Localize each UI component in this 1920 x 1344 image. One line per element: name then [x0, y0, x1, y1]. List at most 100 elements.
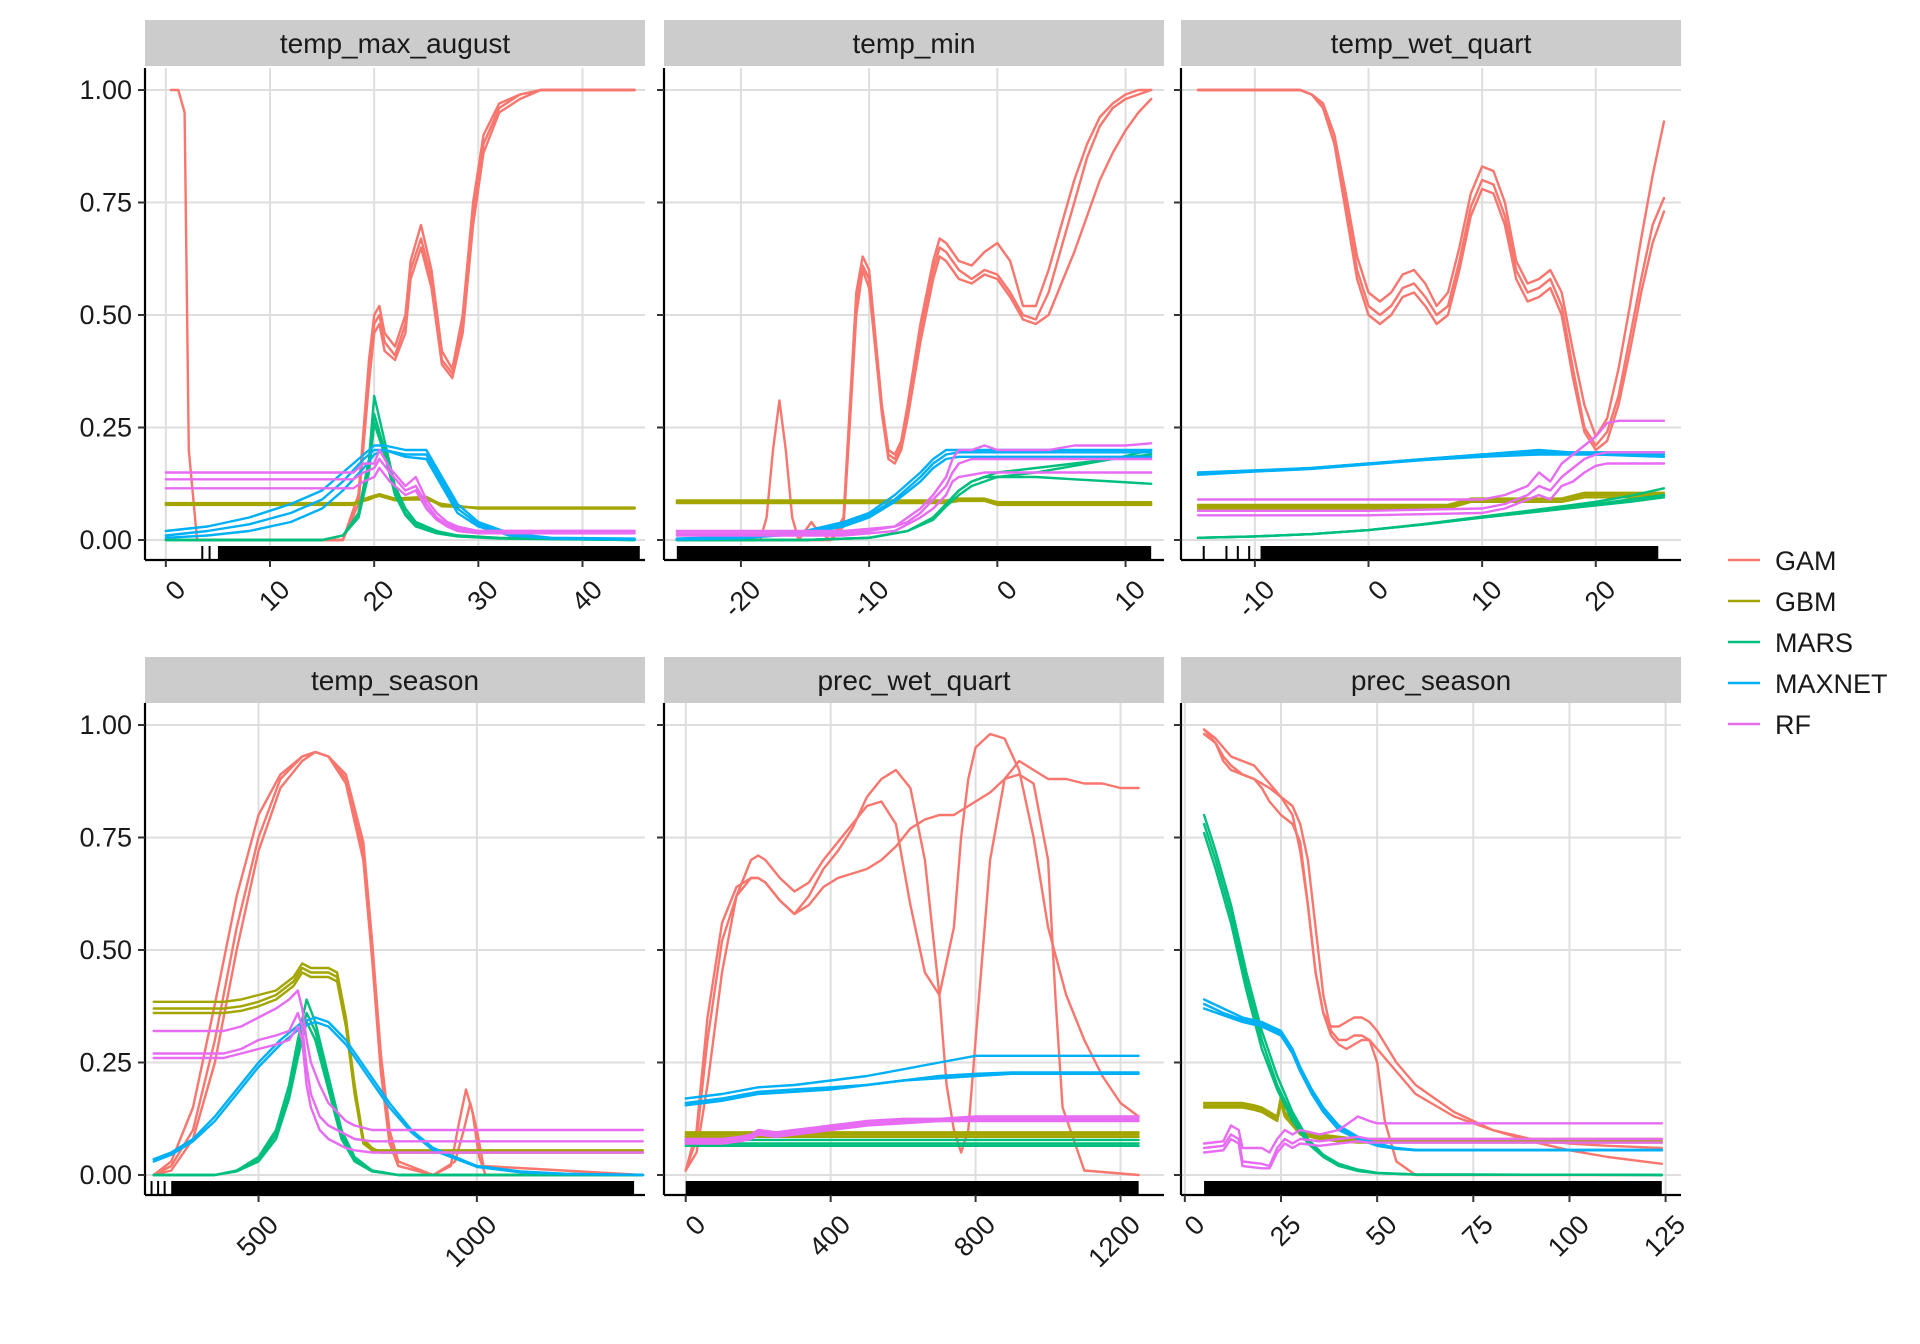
series-line-rf — [152, 1011, 644, 1143]
series-line-mars — [1196, 487, 1666, 539]
legend-item-gam: GAM — [1728, 546, 1837, 576]
y-tick-label: 0.75 — [79, 823, 132, 853]
series-lines — [684, 732, 1140, 1177]
series-line-rf — [1196, 419, 1666, 501]
series-line-maxnet — [152, 1020, 644, 1177]
series-line-rf — [1196, 462, 1666, 517]
series-line-gam — [684, 732, 1140, 1172]
series-line-maxnet — [164, 444, 636, 540]
rug-marks — [150, 1181, 635, 1195]
series-lines — [1202, 728, 1664, 1177]
series-line-rf — [152, 989, 644, 1132]
y-tick-label: 0.00 — [79, 1160, 132, 1190]
facet-strip — [145, 20, 645, 66]
series-line-maxnet — [1202, 1002, 1664, 1152]
series-lines — [1196, 88, 1666, 539]
series-line-maxnet — [684, 1054, 1140, 1100]
facet-strip — [1181, 657, 1681, 703]
series-line-gbm — [675, 499, 1153, 507]
y-tick-label: 0.25 — [79, 1048, 132, 1078]
facet-strip-label: temp_max_august — [280, 28, 511, 59]
facet-strip — [145, 657, 645, 703]
series-line-gam — [152, 750, 644, 1177]
legend-label: GBM — [1775, 587, 1837, 617]
series-line-rf — [1202, 1133, 1664, 1168]
series-line-gam — [684, 759, 1140, 1172]
gridlines — [1181, 68, 1681, 560]
series-line-rf — [675, 457, 1153, 535]
series-line-gam — [195, 88, 636, 542]
series-line-gbm — [164, 492, 636, 510]
series-line-mars — [675, 448, 1153, 542]
legend-item-mars: MARS — [1728, 628, 1853, 658]
legend-label: RF — [1775, 710, 1811, 740]
series-line-rf — [684, 1117, 1140, 1143]
y-tick-label: 0.75 — [79, 188, 132, 218]
legend-item-gbm: GBM — [1728, 587, 1837, 617]
series-line-gbm — [152, 971, 644, 1152]
facet-strip-label: prec_wet_quart — [817, 665, 1010, 696]
facet-strip-label: prec_season — [1351, 665, 1511, 696]
rug-band — [1260, 546, 1659, 560]
series-line-rf — [1202, 1137, 1664, 1170]
y-tick-label: 0.25 — [79, 413, 132, 443]
series-line-gbm — [675, 497, 1153, 504]
rug-band — [1204, 1181, 1662, 1195]
y-tick-label: 1.00 — [79, 710, 132, 740]
series-line-rf — [1202, 1115, 1664, 1154]
series-line-gam — [1196, 88, 1666, 438]
series-line-maxnet — [164, 448, 636, 541]
rug-marks — [676, 546, 1152, 560]
y-tick-label: 0.00 — [79, 525, 132, 555]
series-line-mars — [152, 1020, 644, 1177]
legend: GAM GBM MARS MAXNET RF — [1728, 546, 1888, 740]
series-line-rf — [675, 471, 1153, 537]
facet-strip — [664, 20, 1164, 66]
gridlines — [664, 703, 1164, 1195]
legend-label: GAM — [1775, 546, 1837, 576]
y-tick-label: 0.50 — [79, 300, 132, 330]
series-line-mars — [1202, 831, 1664, 1177]
legend-item-maxnet: MAXNET — [1728, 669, 1888, 699]
series-line-gam — [1196, 88, 1666, 452]
rug-marks — [1204, 1181, 1662, 1195]
facet-strip-label: temp_season — [311, 665, 479, 696]
facet-strip-label: temp_wet_quart — [1331, 28, 1532, 59]
series-line-gam — [1196, 88, 1666, 447]
series-line-gam — [152, 750, 644, 1177]
y-tick-label: 1.00 — [79, 75, 132, 105]
series-line-rf — [164, 457, 636, 533]
series-line-gam — [1202, 728, 1664, 1177]
rug-marks — [201, 546, 640, 560]
legend-label: MARS — [1775, 628, 1853, 658]
y-tick-label: 0.50 — [79, 935, 132, 965]
rug-band — [676, 546, 1152, 560]
rug-marks — [1202, 546, 1659, 560]
series-line-rf — [684, 1115, 1140, 1141]
series-line-maxnet — [684, 1072, 1140, 1105]
panel-temp_wet_quart: temp_wet_quart-10 0 10 20 — [1174, 20, 1681, 623]
facet-strip — [664, 657, 1164, 703]
series-line-mars — [164, 421, 636, 542]
rug-band — [685, 1181, 1139, 1195]
series-line-rf — [152, 1025, 644, 1154]
series-line-rf — [164, 466, 636, 535]
series-line-rf — [684, 1119, 1140, 1145]
facet-strip — [1181, 20, 1681, 66]
series-line-gbm — [1196, 496, 1666, 510]
rug-band — [171, 1181, 635, 1195]
legend-label: MAXNET — [1775, 669, 1888, 699]
series-line-gbm — [152, 962, 644, 1154]
series-line-gam — [675, 97, 1153, 542]
series-line-maxnet — [1196, 448, 1666, 475]
series-lines — [675, 88, 1153, 542]
rug-band — [217, 546, 640, 560]
series-line-rf — [1196, 451, 1666, 512]
series-lines — [152, 750, 644, 1177]
series-line-gbm — [1202, 1101, 1664, 1144]
facet-strip-label: temp_min — [853, 28, 976, 59]
